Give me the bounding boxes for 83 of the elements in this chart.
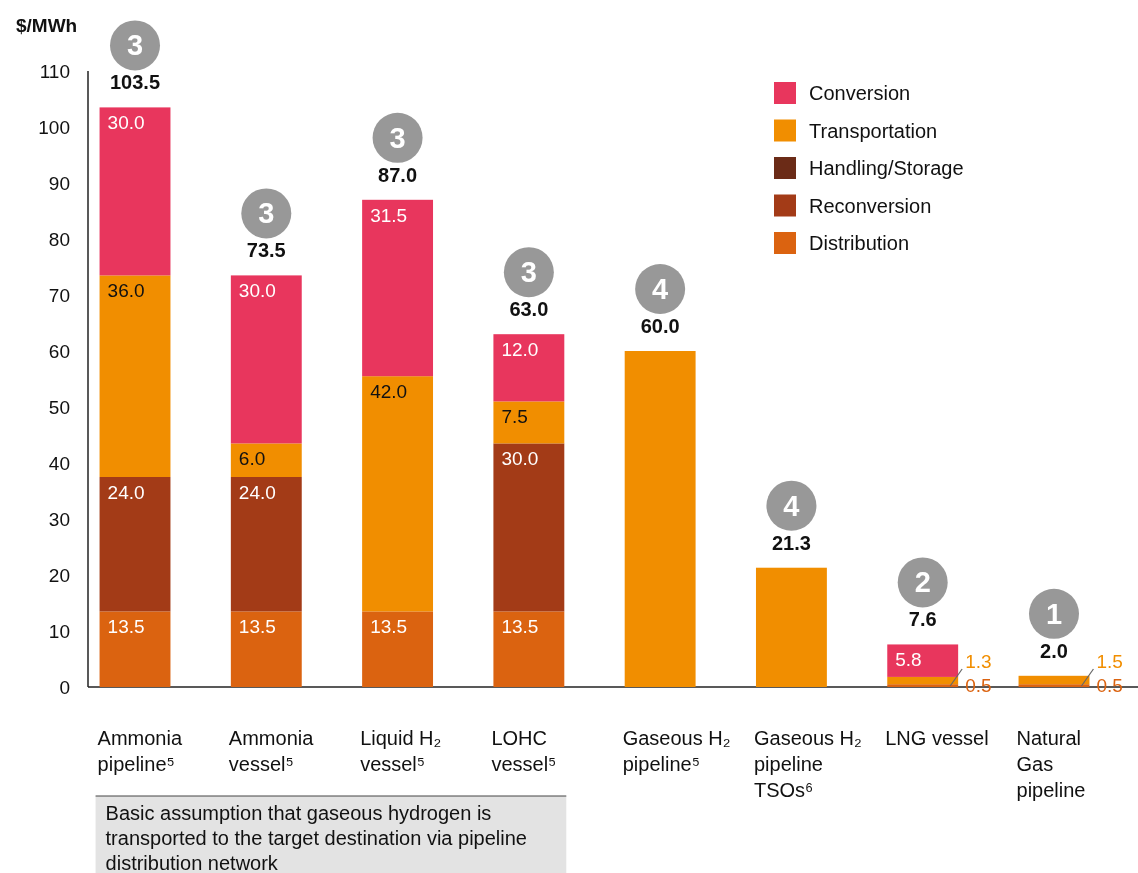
legend-label: Transportation [809,119,938,142]
y-tick-label: 90 [48,173,70,194]
x-tick-label: Gaseous H₂ pipeline⁵ [622,727,731,775]
annotation: 1 [1045,597,1063,630]
y-tick-label: 40 [48,453,70,474]
legend-label: Reconversion [809,194,932,217]
x-tick-label: LNG vessel [885,727,989,749]
data-label: 1.3 [965,651,992,673]
data-label: 13.5 [238,616,276,638]
bar [1018,675,1090,685]
y-tick-label: 20 [48,565,70,586]
data-label: 1.5 [1096,651,1123,673]
bar [230,477,302,612]
total-label: 2.0 [1040,639,1068,662]
bar [99,275,171,477]
data-label: 7.5 [501,406,528,428]
data-label: 24.0 [238,482,276,503]
y-axis-title: $/MWh [16,15,78,36]
data-label: 6.0 [238,448,266,470]
bar [887,684,959,687]
x-tick-label: Liquid H₂ vessel⁵ [360,727,442,775]
bar [230,611,302,687]
bar [493,401,565,444]
y-tick-label: 70 [48,285,70,306]
y-tick-label: 50 [48,397,70,418]
bar [230,275,302,444]
bar [1018,684,1090,687]
bar [624,351,696,687]
total-label: 60.0 [640,315,680,337]
legend-label: Handling/Storage [809,157,964,179]
bar [362,611,434,687]
data-label: 30.0 [238,280,276,302]
x-tick-label: LOHC vessel⁵ [491,727,557,775]
data-label: 31.5 [370,204,408,226]
x-tick-label: Gaseous H₂ pipeline TSOs⁶ [753,727,862,801]
x-tick-label: Ammonia vessel⁵ [228,727,315,775]
bar [362,199,434,377]
text: 3 [126,29,144,62]
annotation: 3 [389,121,406,154]
y-tick-label: 10 [48,621,70,642]
total-label: 63.0 [509,298,549,321]
y-tick-label: 60 [48,341,70,362]
data-label: 36.0 [107,280,145,302]
bar [887,676,959,685]
bar [99,477,171,612]
annotation: 4 [652,273,669,305]
total-label: 21.3 [771,531,811,554]
bar [362,376,434,612]
y-tick-label: 100 [38,117,70,138]
data-label: 42.0 [370,381,408,403]
total-label: 73.5 [246,239,286,262]
annotation: 3 [520,256,537,289]
y-tick-label: 110 [39,61,70,82]
bar [99,107,171,276]
data-label: 13.5 [501,616,539,638]
bar [755,567,827,687]
data-label: 13.5 [107,616,145,638]
data-label: 30.0 [501,448,539,470]
text: Basic assumption that gaseous hydrogen is transported to the target destination via pipeline distribution network [105,802,527,873]
legend-label: Distribution [809,232,910,254]
annotation: 3 [258,197,275,230]
data-label: 12.0 [501,339,539,361]
data-label: 13.5 [370,616,408,638]
bar [493,334,565,402]
total-label: 87.0 [378,163,418,186]
bar [493,443,565,612]
total-label: 7.6 [908,608,937,631]
total-label: 103.5 [109,71,161,94]
annotation: 2 [914,566,931,599]
data-label: 30.0 [107,112,145,134]
legend-label: Conversion [809,82,911,104]
y-tick-label: 30 [48,509,70,530]
bar [230,443,302,477]
y-tick-label: 0 [59,677,70,698]
x-tick-label: Ammonia pipeline⁵ [97,727,183,775]
x-tick-label: Natural Gas pipeline [1016,727,1086,801]
bar [887,644,959,677]
bar [493,611,565,687]
bar [99,611,171,687]
annotation: 4 [783,489,800,522]
data-label: 5.8 [895,649,922,671]
data-label: 24.0 [107,482,145,503]
y-tick-label: 80 [48,229,70,250]
